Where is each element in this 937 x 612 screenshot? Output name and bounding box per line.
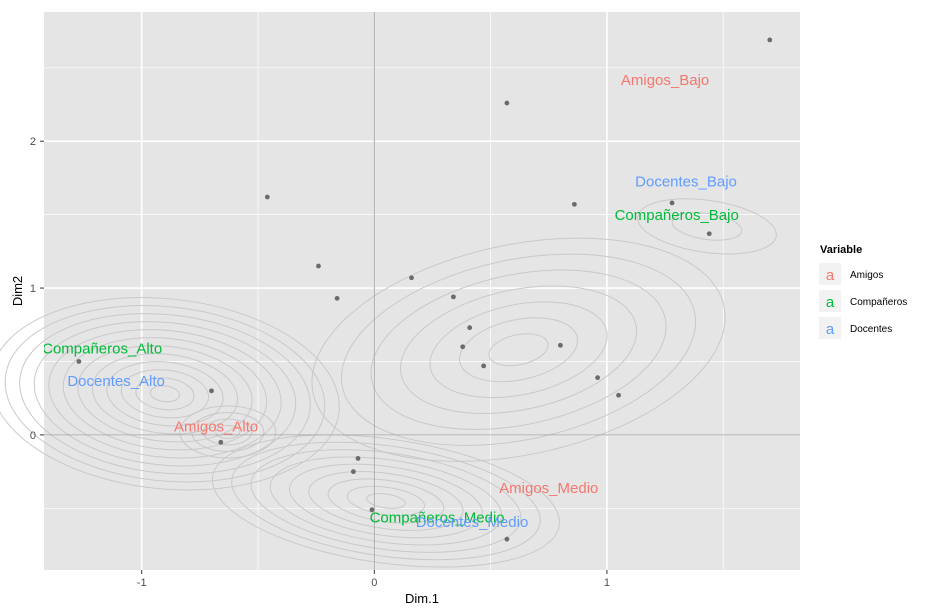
data-point <box>76 359 82 364</box>
data-point <box>350 469 356 475</box>
legend-key-box <box>819 317 841 339</box>
contour-line <box>366 493 406 509</box>
category-label: Amigos_Bajo <box>621 72 709 89</box>
x-axis-title: Dim.1 <box>405 591 439 606</box>
x-tick-label: 1 <box>604 577 610 589</box>
contour-line <box>459 317 579 383</box>
contour-line <box>4 305 326 483</box>
contour-line <box>48 329 282 459</box>
category-label: Amigos_Medio <box>499 480 598 497</box>
tick-labels-layer: -1 0 1 0 1 2 <box>30 136 610 589</box>
category-label: Docentes_Alto <box>67 373 165 390</box>
category-label: Amigos_Alto <box>174 419 258 436</box>
contour-line <box>671 212 743 241</box>
y-axis-title: Dim2 <box>10 276 25 306</box>
data-point <box>706 231 712 237</box>
data-point <box>316 263 321 269</box>
data-point <box>504 100 510 106</box>
y-tick-label: 0 <box>30 430 36 442</box>
data-point <box>369 507 375 513</box>
contour-line <box>33 321 297 467</box>
data-point <box>595 375 601 381</box>
category-label: Docentes_Bajo <box>635 173 737 190</box>
legend-entry-label: Amigos <box>850 270 883 281</box>
legend-key-glyph: a <box>826 321 835 338</box>
reference-lines <box>44 12 800 570</box>
contour-line <box>135 377 195 411</box>
data-point <box>409 275 414 281</box>
y-tick-label: 2 <box>30 136 36 148</box>
category-label: Docentes_Medio <box>416 514 529 531</box>
contour-line <box>637 198 777 255</box>
category-labels-layer: Amigos_Bajo Docentes_Bajo Compañeros_Bajo C… <box>42 72 739 531</box>
contour-line <box>0 297 340 491</box>
category-label: Compañeros_Bajo <box>615 207 739 224</box>
data-point <box>669 200 675 206</box>
legend-title: Variable <box>820 244 862 256</box>
contour-line <box>488 333 549 367</box>
contour-line <box>91 353 239 435</box>
data-point <box>460 344 466 350</box>
data-point <box>264 194 270 200</box>
contour-line <box>289 463 483 539</box>
contour-line <box>327 478 445 524</box>
legend-entries: a Amigos a Compañeros a Docentes <box>819 263 907 339</box>
data-point <box>209 388 214 394</box>
legend-entry-label: Docentes <box>850 324 892 335</box>
contour-line <box>215 424 241 439</box>
data-point <box>218 439 224 445</box>
legend-key-box <box>819 263 841 285</box>
contour-line <box>120 369 210 419</box>
density-contours <box>0 198 777 568</box>
contour-line <box>231 441 541 561</box>
contour-line <box>340 253 697 446</box>
contour-line <box>346 485 426 517</box>
legend-key-glyph: a <box>826 267 835 284</box>
contour-line <box>308 471 464 531</box>
contour-line <box>62 337 268 451</box>
data-point <box>355 456 361 461</box>
points-layer <box>76 37 773 542</box>
data-point <box>504 536 510 542</box>
contour-line <box>250 449 522 553</box>
contour-line <box>211 434 560 568</box>
data-point <box>334 295 340 301</box>
data-point <box>571 201 577 207</box>
x-tick-label: -1 <box>137 577 147 589</box>
legend-key-glyph: a <box>826 294 835 311</box>
contour-line <box>370 269 667 430</box>
contour-line <box>179 405 277 459</box>
plot-panel <box>44 12 800 570</box>
legend-entry-label: Compañeros <box>850 297 907 308</box>
contour-line <box>429 301 608 399</box>
y-tick-label: 1 <box>30 283 36 295</box>
data-point <box>616 392 621 398</box>
contour-line <box>311 237 726 462</box>
data-point <box>558 342 563 348</box>
x-tick-label: 0 <box>371 577 377 589</box>
contour-line <box>149 385 180 403</box>
data-point <box>467 325 473 331</box>
category-label: Compañeros_Alto <box>42 341 162 358</box>
data-point <box>451 294 456 300</box>
contour-line <box>399 285 638 415</box>
category-label: Compañeros_Medio <box>370 510 505 527</box>
contour-line <box>77 345 253 443</box>
contour-line <box>191 411 265 452</box>
data-point <box>767 37 773 43</box>
contour-line <box>19 313 311 475</box>
legend-key-box <box>819 290 841 312</box>
legend: Variable a Amigos a Compañeros a Docentes <box>819 244 907 339</box>
data-point <box>481 363 487 369</box>
contour-line <box>106 361 224 427</box>
contour-line <box>203 418 253 446</box>
contour-line <box>269 456 503 546</box>
